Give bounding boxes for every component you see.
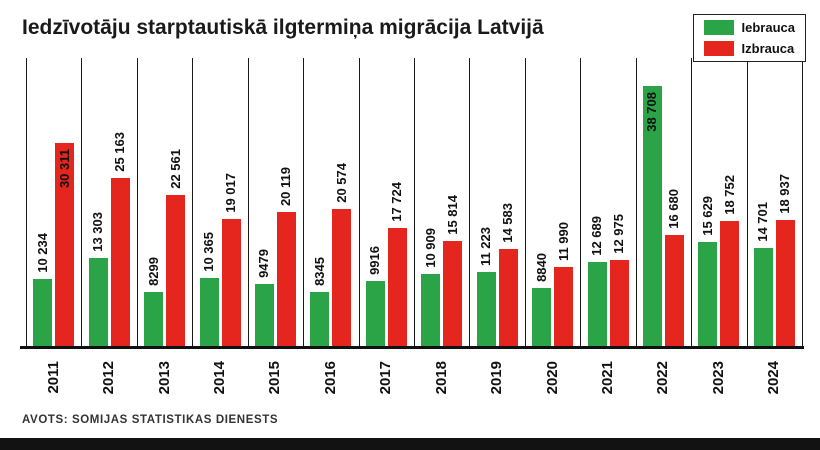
x-axis-label: 2024 <box>765 361 783 395</box>
bar-value-label: 20 574 <box>333 163 349 203</box>
bar-iebrauca-2018 <box>421 274 441 348</box>
bar-izbrauca-2023 <box>720 221 740 348</box>
bar-value-label: 8840 <box>533 253 549 282</box>
legend-label: Izbrauca <box>741 41 795 56</box>
x-axis-label: 2022 <box>654 361 672 395</box>
bar-iebrauca-2011 <box>33 279 53 348</box>
bar-izbrauca-2018 <box>443 241 463 348</box>
bar-value-label: 11 990 <box>555 221 571 261</box>
bar-value-label: 30 311 <box>56 149 72 189</box>
bar-value-label: 10 909 <box>422 228 438 268</box>
gridline <box>359 58 360 348</box>
bar-izbrauca-2016 <box>332 209 352 348</box>
gridline <box>469 58 470 348</box>
legend-item-izbrauca: Izbrauca <box>703 41 795 56</box>
bar-value-label: 8299 <box>145 257 161 286</box>
bar-value-label: 22 561 <box>167 149 183 189</box>
gridline <box>691 58 692 348</box>
x-axis-label: 2012 <box>100 361 118 395</box>
bar-value-label: 14 701 <box>755 202 771 242</box>
bar-izbrauca-2020 <box>554 267 574 348</box>
bar-value-label: 8345 <box>311 257 327 286</box>
bar-value-label: 25 163 <box>112 132 128 172</box>
bar-value-label: 15 629 <box>699 196 715 236</box>
bar-iebrauca-2021 <box>587 262 607 348</box>
gridline <box>248 58 249 348</box>
bar-value-label: 20 119 <box>278 166 294 206</box>
bar-izbrauca-2024 <box>775 220 795 348</box>
source-credit: AVOTS: SOMIJAS STATISTIKAS DIENESTS <box>22 414 279 426</box>
legend-swatch <box>703 20 734 35</box>
x-axis-label: 2016 <box>321 361 339 395</box>
bar-value-label: 13 303 <box>90 212 106 252</box>
bar-value-label: 16 680 <box>666 189 682 229</box>
bar-value-label: 10 365 <box>201 232 216 272</box>
gridline <box>414 58 415 348</box>
bar-izbrauca-2013 <box>166 195 186 348</box>
bar-izbrauca-2017 <box>387 228 407 348</box>
bottom-bar <box>0 438 820 450</box>
bar-izbrauca-2021 <box>609 260 629 348</box>
bar-izbrauca-2019 <box>498 249 518 348</box>
bar-value-label: 19 017 <box>223 173 238 213</box>
x-axis-baseline <box>20 346 804 349</box>
x-axis-label: 2014 <box>211 361 228 395</box>
gridline <box>747 58 748 348</box>
gridline <box>802 58 803 348</box>
plot-area: 10 234 30 311 13 303 25 163 8299 22 561 10 365… <box>26 58 803 348</box>
x-axis-label: 2018 <box>432 361 450 395</box>
bar-value-label: 18 752 <box>721 175 737 215</box>
gridline <box>580 58 581 348</box>
x-axis-label: 2021 <box>599 361 616 395</box>
x-axis-label: 2011 <box>44 361 62 394</box>
gridline <box>303 58 304 348</box>
bar-iebrauca-2024 <box>753 248 773 348</box>
bar-value-label: 38 708 <box>644 92 660 132</box>
bar-value-label: 18 937 <box>777 174 793 214</box>
x-axis: 2011 2012 2013 2014 2015 2016 2017 2018 2019 2020… <box>26 355 802 411</box>
bar-value-label: 14 583 <box>500 203 516 243</box>
bar-iebrauca-2023 <box>698 242 718 348</box>
bar-value-label: 15 814 <box>444 195 460 235</box>
bar-iebrauca-2013 <box>144 292 164 348</box>
gridline <box>137 58 138 348</box>
bar-value-label: 11 223 <box>478 226 494 266</box>
bar-iebrauca-2020 <box>532 288 552 348</box>
bar-izbrauca-2015 <box>276 212 296 348</box>
gridline <box>525 58 526 348</box>
bar-izbrauca-2011 <box>55 143 75 348</box>
legend-item-iebrauca: Iebrauca <box>703 20 795 35</box>
bar-iebrauca-2019 <box>476 272 496 348</box>
bar-value-label: 17 724 <box>389 182 405 222</box>
bar-iebrauca-2022 <box>642 86 662 348</box>
bar-iebrauca-2012 <box>88 258 108 348</box>
page-title: Iedzīvotāju starptautiskā ilgtermiņa mig… <box>22 16 544 39</box>
bar-iebrauca-2014 <box>199 278 219 348</box>
legend-swatch <box>703 41 734 56</box>
x-axis-label: 2023 <box>709 361 727 395</box>
x-axis-label: 2020 <box>543 361 561 395</box>
x-axis-label: 2019 <box>488 361 506 395</box>
bar-izbrauca-2022 <box>664 235 684 348</box>
bar-value-label: 9916 <box>367 246 383 275</box>
gridline <box>81 58 82 348</box>
bar-iebrauca-2015 <box>254 284 274 348</box>
gridline <box>636 58 637 348</box>
bar-iebrauca-2017 <box>365 281 385 348</box>
bar-izbrauca-2014 <box>221 219 241 348</box>
x-axis-label: 2013 <box>155 361 173 395</box>
gridline <box>192 58 193 348</box>
x-axis-label: 2017 <box>377 361 395 395</box>
chart-legend: Iebrauca Izbrauca <box>692 14 806 62</box>
gridline <box>26 58 27 348</box>
x-axis-label: 2015 <box>266 361 284 395</box>
bar-iebrauca-2016 <box>310 292 330 348</box>
legend-label: Iebrauca <box>741 20 795 35</box>
bar-izbrauca-2012 <box>110 178 130 348</box>
bar-value-label: 12 975 <box>611 214 626 254</box>
bar-value-label: 12 689 <box>589 216 604 256</box>
bar-value-label: 9479 <box>256 249 272 278</box>
bar-value-label: 10 234 <box>34 233 50 273</box>
